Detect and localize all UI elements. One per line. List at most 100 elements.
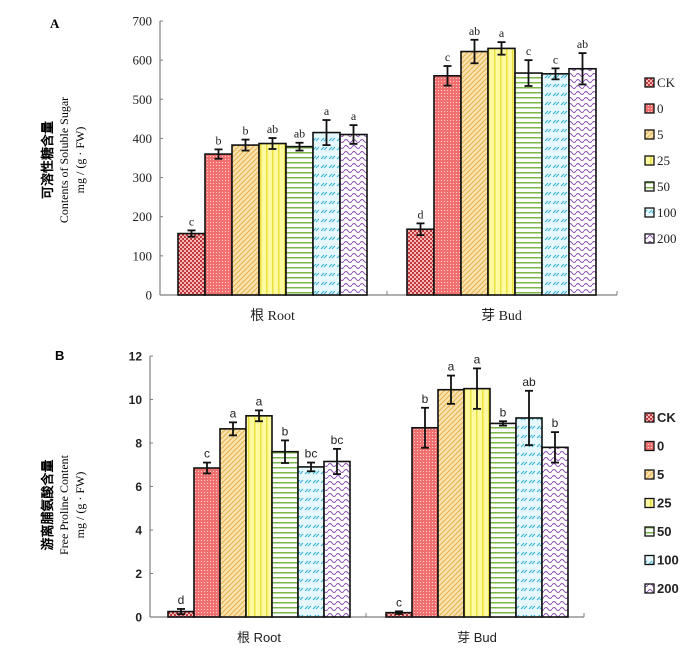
bar-bud-0 [433, 75, 462, 296]
legend-label: 5 [657, 127, 664, 142]
legend-swatch [644, 233, 655, 244]
y-tick-label: 100 [133, 248, 153, 263]
legend-swatch [644, 103, 655, 114]
y-tick-label: 6 [135, 480, 142, 494]
error-bar [177, 608, 185, 616]
legend-item: 200 [644, 581, 679, 596]
significance-letter: a [230, 406, 237, 420]
error-bar [214, 148, 223, 160]
significance-letter: a [324, 104, 330, 118]
bar-bud-0 [411, 426, 439, 618]
significance-letter: ab [294, 127, 305, 141]
legend-item: 0 [644, 439, 664, 454]
legend-swatch [644, 583, 655, 594]
error-bar [499, 420, 507, 427]
bar-root-5 [219, 428, 247, 618]
significance-letter: c [445, 50, 450, 64]
significance-letter: ab [577, 37, 588, 51]
y-axis-label-cn: 可溶性糖含量 [40, 121, 56, 199]
significance-letter: b [216, 133, 222, 147]
bar-root-200 [339, 133, 368, 296]
legend-item: 5 [644, 127, 664, 142]
bar-root-50 [285, 145, 314, 296]
bar-bud-200 [541, 446, 569, 618]
significance-letter: b [422, 392, 429, 406]
panel-label: A [50, 16, 60, 31]
error-bar [229, 421, 237, 437]
y-tick-label: 0 [146, 288, 153, 303]
significance-letter: c [204, 447, 210, 461]
y-tick-label: 700 [133, 14, 153, 29]
error-bar [447, 374, 455, 405]
y-tick-label: 4 [135, 524, 142, 538]
bar-bud-5 [460, 50, 489, 296]
bar-bud-50 [489, 422, 517, 618]
legend-swatch [644, 440, 655, 452]
bar-bud-ck [406, 228, 435, 296]
legend-swatch [644, 412, 655, 423]
bar-root-100 [297, 466, 325, 618]
significance-letter: b [243, 124, 249, 138]
legend-item: 25 [644, 153, 670, 168]
legend-item: CK [644, 75, 676, 90]
legend-label: 100 [657, 205, 677, 220]
significance-letter: b [282, 424, 289, 438]
error-bar [268, 137, 277, 150]
y-axis-label: 可溶性糖含量 Contents of Soluble Sugar mg / (g ·… [40, 97, 87, 223]
y-axis-label-unit: mg / (g · FW) [73, 472, 87, 539]
significance-letter: c [526, 44, 531, 58]
legend-label: 25 [657, 496, 671, 511]
bar-root-100 [312, 131, 341, 296]
bar-root-0 [193, 467, 221, 618]
error-bar [241, 138, 250, 152]
legend: CK 0 5 25 50 100 200 [644, 75, 677, 246]
legend-label: CK [657, 410, 676, 425]
bar-root-0 [204, 153, 233, 296]
error-bar [470, 38, 479, 65]
significance-letter: ab [522, 375, 536, 389]
significance-letter: d [418, 207, 424, 221]
error-bar [525, 389, 533, 447]
significance-letter: a [448, 360, 455, 374]
x-category-label: 根 Root [237, 630, 281, 645]
legend-swatch [644, 129, 655, 140]
error-bar [307, 461, 315, 473]
legend-item: 0 [644, 101, 664, 116]
legend-item: CK [644, 410, 676, 425]
y-tick-label: 0 [135, 611, 142, 625]
legend-swatch [644, 155, 655, 166]
significance-letter: b [552, 416, 559, 430]
bar-bud-25 [487, 47, 516, 296]
y-tick-label: 8 [135, 437, 142, 451]
legend-item: 100 [644, 205, 677, 220]
x-category-label: 芽 Bud [481, 308, 522, 324]
legend-item: 200 [644, 231, 677, 246]
error-bar [578, 52, 587, 86]
error-bar [551, 431, 559, 464]
y-axis-label-en: Contents of Soluble Sugar [57, 97, 71, 223]
error-bar [551, 67, 560, 81]
y-tick-label: 10 [129, 393, 143, 407]
legend-label: 25 [657, 153, 670, 168]
legend: CK 0 5 25 50 100 200 [644, 410, 679, 596]
bar-root-25 [258, 142, 287, 296]
bar-root-200 [323, 460, 351, 618]
legend-label: 50 [657, 179, 670, 194]
legend-swatch [644, 77, 655, 88]
significance-letter: a [499, 26, 505, 40]
error-bar [203, 461, 211, 475]
significance-letter: a [256, 394, 263, 408]
bar-bud-5 [437, 388, 465, 618]
bar-bud-200 [568, 67, 597, 296]
error-bar [524, 59, 533, 87]
y-axis-label-en: Free Proline Content [57, 454, 71, 555]
error-bar [473, 367, 481, 410]
legend-swatch [644, 181, 655, 192]
significance-letter: c [553, 52, 558, 66]
legend-label: 100 [657, 553, 679, 568]
significance-letter: ab [267, 122, 278, 136]
y-tick-label: 500 [133, 92, 153, 107]
bar-bud-100 [515, 417, 543, 618]
chart-panel-b: B 游离脯氨酸含量 Free Proline Content mg / (g · FW… [40, 348, 679, 645]
